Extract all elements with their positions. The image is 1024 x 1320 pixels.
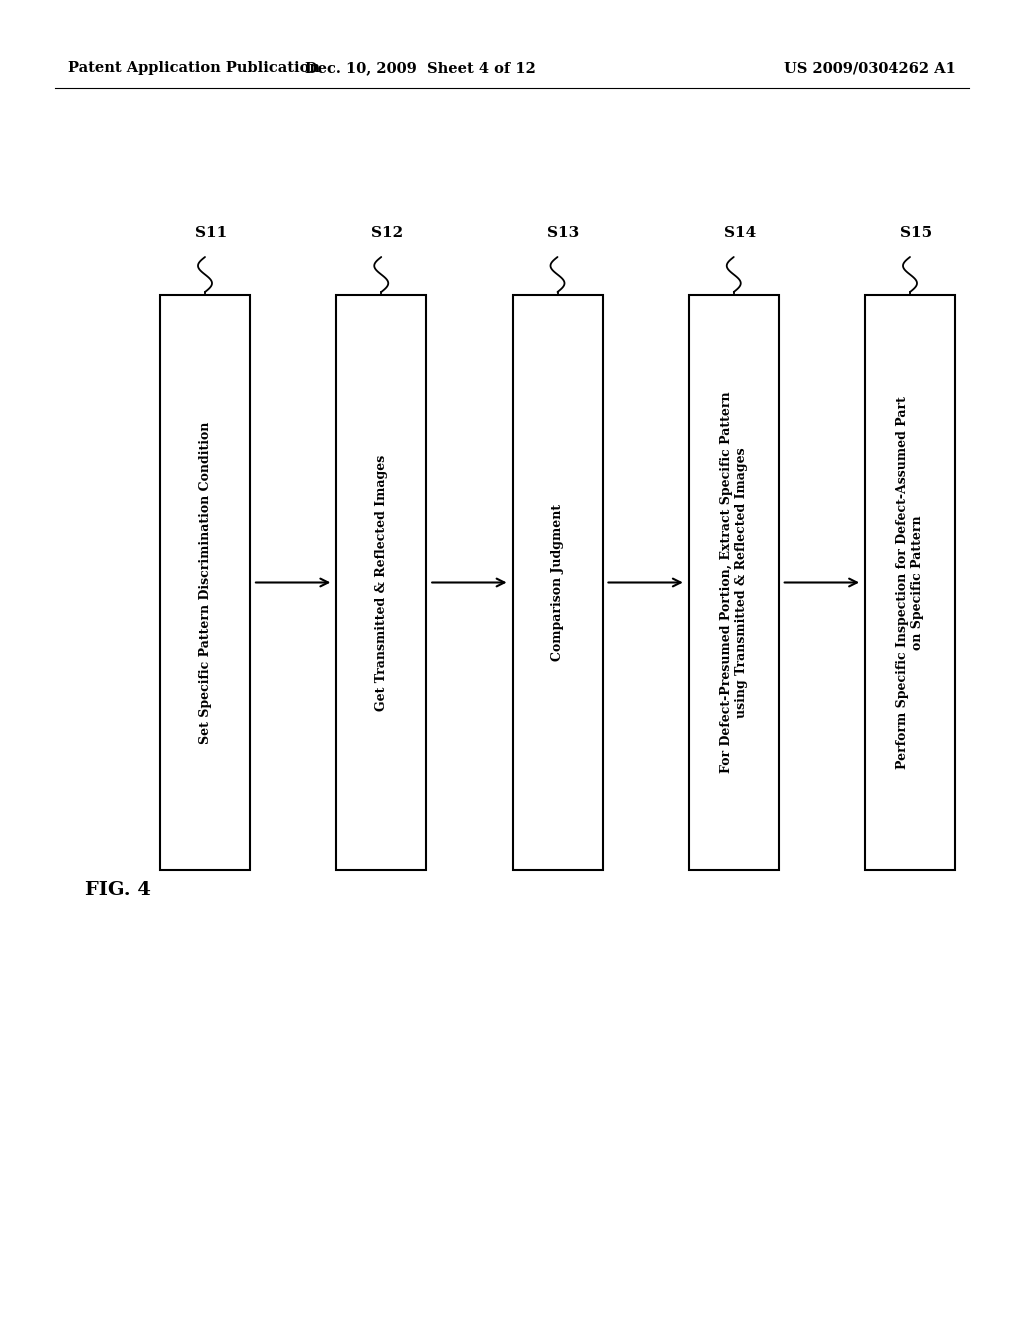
Text: S15: S15 (900, 226, 932, 240)
Bar (512, 294, 602, 870)
Text: S14: S14 (724, 226, 756, 240)
Text: S12: S12 (371, 226, 403, 240)
Text: Dec. 10, 2009  Sheet 4 of 12: Dec. 10, 2009 Sheet 4 of 12 (304, 61, 536, 75)
Text: S11: S11 (195, 226, 227, 240)
Text: S13: S13 (548, 226, 580, 240)
Bar (160, 294, 250, 870)
Bar (336, 294, 426, 870)
Text: Patent Application Publication: Patent Application Publication (68, 61, 319, 75)
Text: FIG. 4: FIG. 4 (85, 880, 151, 899)
Bar (689, 294, 778, 870)
Bar (865, 294, 955, 870)
Text: Comparison Judgment: Comparison Judgment (551, 504, 564, 661)
Text: Perform Specific Inspection for Defect-Assumed Part
on Specific Pattern: Perform Specific Inspection for Defect-A… (896, 396, 924, 770)
Text: US 2009/0304262 A1: US 2009/0304262 A1 (784, 61, 956, 75)
Text: For Defect-Presumed Portion, Extract Specific Pattern
using Transmitted & Reflec: For Defect-Presumed Portion, Extract Spe… (720, 392, 748, 774)
Text: Set Specific Pattern Discrimination Condition: Set Specific Pattern Discrimination Cond… (199, 421, 212, 743)
Text: Get Transmitted & Reflected Images: Get Transmitted & Reflected Images (375, 454, 388, 710)
